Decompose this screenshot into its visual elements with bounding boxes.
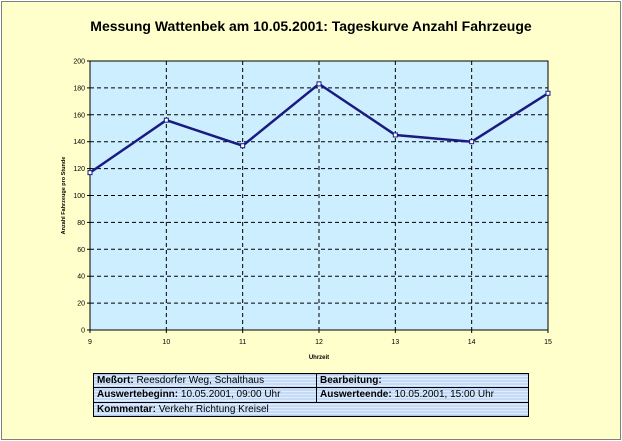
data-point [87,170,93,176]
x-tick-label: 11 [239,339,246,346]
x-tick-label: 9 [88,339,92,346]
y-axis-label: Anzahl Fahrzeuge pro Stunde [61,157,67,235]
y-tick-label: 20 [77,301,85,308]
data-point [545,90,551,96]
kommentar-label: Kommentar: [97,403,156,415]
y-tick-label: 160 [73,112,85,119]
y-tick-label: 120 [73,166,85,173]
auswerteende-cell: Auswerteende: 10.05.2001, 15:00 Uhr [316,387,529,403]
y-tick-label: 80 [77,220,85,227]
auswertebeginn-cell: Auswertebeginn: 10.05.2001, 09:00 Uhr [92,387,318,403]
y-tick-label: 140 [73,139,85,146]
kommentar-value: Verkehr Richtung Kreisel [158,403,269,415]
info-row: Meßort: Reesdorfer Weg, Schalthaus Bearb… [92,372,529,389]
auswerteende-label: Auswerteende: [320,389,392,401]
messort-cell: Meßort: Reesdorfer Weg, Schalthaus [92,372,318,389]
x-tick-label: 15 [544,339,552,346]
y-tick-label: 200 [73,59,85,66]
y-tick-label: 100 [73,193,85,200]
y-tick-label: 40 [77,274,85,281]
data-point [469,139,475,145]
data-point [316,81,322,87]
x-axis-label: Uhrzeit [309,355,329,361]
info-row: Kommentar: Verkehr Richtung Kreisel [93,401,529,418]
measurement-info-table: Meßort: Reesdorfer Weg, Schalthaus Bearb… [92,372,529,418]
bearbeitung-label: Bearbeitung: [320,375,382,387]
kommentar-cell: Kommentar: Verkehr Richtung Kreisel [93,401,529,418]
y-tick-label: 60 [77,247,85,254]
messort-label: Meßort: [97,375,134,387]
x-tick-label: 13 [391,339,399,346]
info-row: Auswertebeginn: 10.05.2001, 09:00 Uhr Au… [92,387,529,403]
auswertebeginn-label: Auswertebeginn: [97,389,179,401]
data-point [163,117,169,123]
x-tick-label: 14 [468,339,476,346]
data-point [392,132,398,138]
y-tick-label: 180 [73,85,85,92]
y-tick-label: 0 [81,328,85,335]
x-tick-label: 12 [315,339,323,346]
messort-value: Reesdorfer Weg, Schalthaus [136,375,265,387]
chart-title: Messung Wattenbek am 10.05.2001: Tagesku… [90,18,532,34]
bearbeitung-cell: Bearbeitung: [316,372,529,389]
auswertebeginn-value: 10.05.2001, 09:00 Uhr [180,389,281,401]
auswerteende-value: 10.05.2001, 15:00 Uhr [394,389,495,401]
x-tick-label: 10 [162,339,170,346]
data-point [240,143,246,149]
